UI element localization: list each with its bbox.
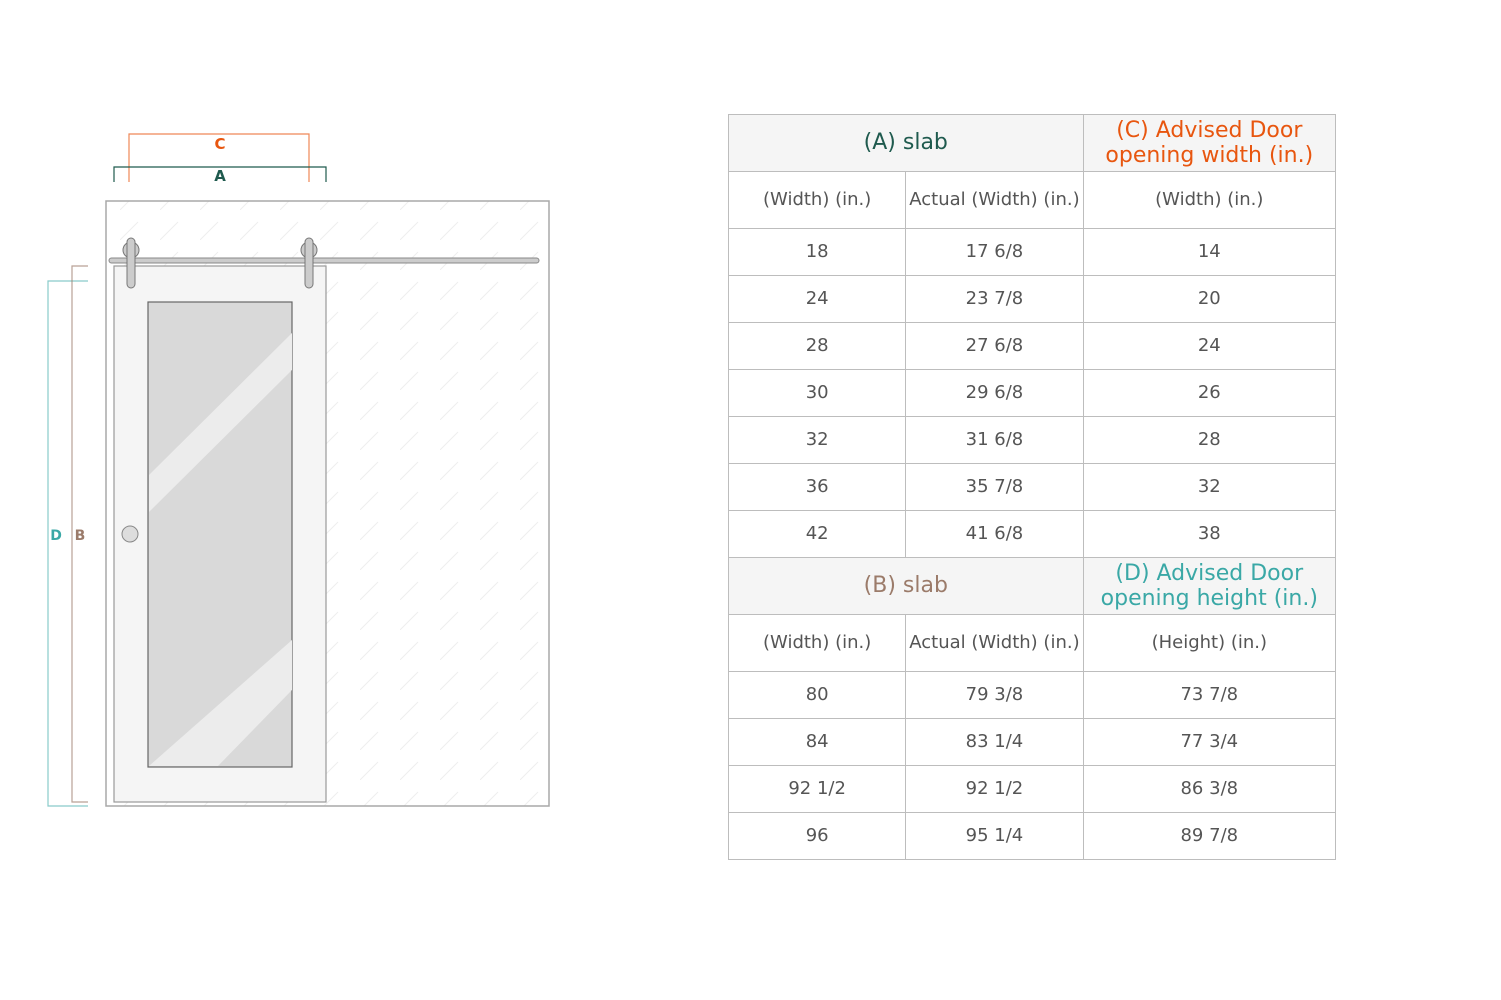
slab-title: (A) slab [728,114,1084,172]
table-row: 18 17 6/8 14 [727,228,1337,276]
label-a: A [214,167,226,185]
dimension-d: D [47,280,88,807]
advised-title: (C) Advised Door opening width (in.) [1082,114,1337,172]
section-header: (A) slab (C) Advised Door opening width (… [728,114,1337,172]
section-header: (B) slab (D) Advised Door opening height … [728,557,1337,615]
label-b: B [75,528,86,544]
column-header: (Width) (in.) [1082,171,1337,229]
glass-reflection [149,333,292,512]
table-row: 30 29 6/8 26 [727,369,1337,417]
barn-door-diagram: C A D B [47,133,550,807]
glass-reflection [149,640,292,766]
table-cell: 27 6/8 [905,322,1084,370]
table-cell: 24 [1082,322,1337,370]
table-cell: 84 [727,718,907,766]
table-row: 96 95 1/4 89 7/8 [727,812,1337,860]
table-cell: 18 [727,228,907,276]
roller-hanger-right [300,237,318,289]
slab-title: (B) slab [728,557,1084,615]
table-row: 36 35 7/8 32 [727,463,1337,511]
dimension-b: B [71,265,88,803]
table-cell: 79 3/8 [905,671,1084,719]
dimension-c: C [128,133,310,182]
column-header: (Width) (in.) [727,614,907,672]
table-row: 92 1/2 92 1/2 86 3/8 [727,765,1337,813]
table-cell: 29 6/8 [905,369,1084,417]
table-cell: 89 7/8 [1082,812,1337,860]
label-c: C [214,135,225,153]
size-table: (A) slab (C) Advised Door opening width (… [727,114,1337,860]
table-cell: 73 7/8 [1082,671,1337,719]
table-cell: 83 1/4 [905,718,1084,766]
advised-title: (D) Advised Door opening height (in.) [1082,557,1337,615]
table-cell: 77 3/4 [1082,718,1337,766]
table-row: 32 31 6/8 28 [727,416,1337,464]
table-cell: 86 3/8 [1082,765,1337,813]
table-cell: 96 [727,812,907,860]
column-header: (Width) (in.) [727,171,907,229]
table-cell: 36 [727,463,907,511]
door-handle [121,525,139,543]
table-cell: 28 [1082,416,1337,464]
table-cell: 92 1/2 [905,765,1084,813]
table-cell: 31 6/8 [905,416,1084,464]
table-cell: 26 [1082,369,1337,417]
table-cell: 23 7/8 [905,275,1084,323]
table-cell: 30 [727,369,907,417]
table-cell: 14 [1082,228,1337,276]
dimension-a: A [113,166,327,185]
table-cell: 41 6/8 [905,510,1084,558]
column-header: Actual (Width) (in.) [905,171,1084,229]
table-row: 42 41 6/8 38 [727,510,1337,558]
table-cell: 28 [727,322,907,370]
table-row: 28 27 6/8 24 [727,322,1337,370]
table-row: 80 79 3/8 73 7/8 [727,671,1337,719]
table-row: 24 23 7/8 20 [727,275,1337,323]
table-cell: 32 [727,416,907,464]
label-d: D [50,528,62,544]
table-cell: 24 [727,275,907,323]
column-headers: (Width) (in.) Actual (Width) (in.) (Width)… [727,171,1337,229]
table-cell: 38 [1082,510,1337,558]
column-header: (Height) (in.) [1082,614,1337,672]
track-rail [108,257,540,264]
table-cell: 35 7/8 [905,463,1084,511]
table-cell: 95 1/4 [905,812,1084,860]
table-cell: 80 [727,671,907,719]
table-cell: 92 1/2 [727,765,907,813]
column-headers: (Width) (in.) Actual (Width) (in.) (Height… [727,614,1337,672]
column-header: Actual (Width) (in.) [905,614,1084,672]
table-cell: 32 [1082,463,1337,511]
table-cell: 17 6/8 [905,228,1084,276]
roller-hanger-left [122,237,140,289]
table-row: 84 83 1/4 77 3/4 [727,718,1337,766]
table-cell: 42 [727,510,907,558]
table-cell: 20 [1082,275,1337,323]
